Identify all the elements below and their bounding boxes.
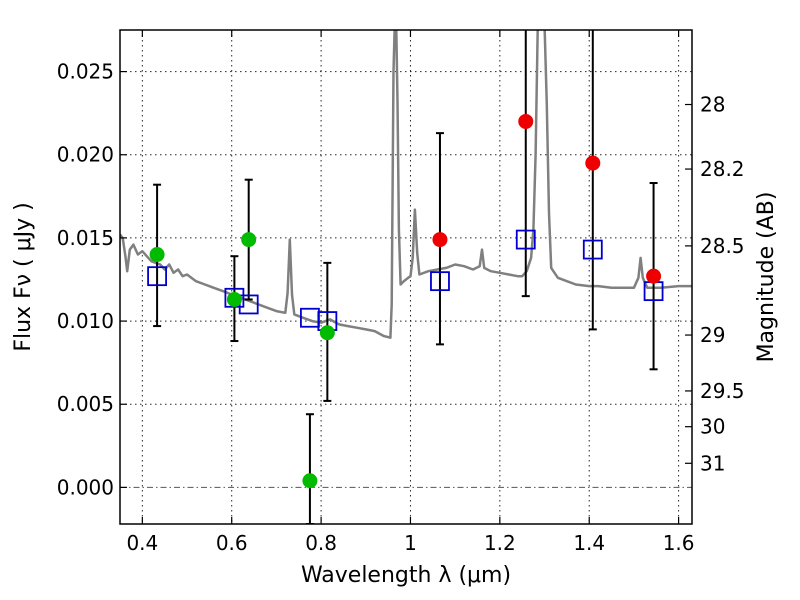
x-axis-title: Wavelength λ (μm) xyxy=(301,563,511,588)
y-tick-label: 0.015 xyxy=(57,226,114,250)
y-axis-title: Flux Fν ( μJy ) xyxy=(11,202,36,351)
magnitude-tick-label: 31 xyxy=(700,451,725,475)
y-tick-label: 0.020 xyxy=(57,143,114,167)
observed-nir-point xyxy=(646,268,662,284)
x-tick-label: 0.6 xyxy=(216,531,248,555)
model-photometry-boxes xyxy=(147,229,664,331)
observed-nir-point xyxy=(432,232,448,248)
model-photometry-box xyxy=(582,239,603,260)
observed-optical-point xyxy=(149,247,165,263)
axis-ticks xyxy=(120,30,692,524)
magnitude-tick-label: 28 xyxy=(700,93,725,117)
x-tick-label: 1.2 xyxy=(484,531,516,555)
y-tick-label: 0.010 xyxy=(57,309,114,333)
magnitude-tick-label: 30 xyxy=(700,415,725,439)
observed-optical-point xyxy=(302,473,318,489)
magnitude-tick-label: 28.2 xyxy=(700,157,745,181)
y-tick-label: 0.025 xyxy=(57,60,114,84)
x-tick-label: 0.4 xyxy=(126,531,158,555)
x-tick-label: 1.6 xyxy=(663,531,695,555)
x-tick-labels: 0.4 0.6 0.8 1 1.2 1.4 1.6 xyxy=(126,531,694,555)
model-photometry-box xyxy=(430,271,450,292)
error-bars xyxy=(153,30,658,524)
y-tick-label: 0.000 xyxy=(57,475,114,499)
observed-optical-point xyxy=(319,325,335,341)
right-axis-title: Magnitude (AB) xyxy=(754,192,779,363)
observed-nir-point xyxy=(518,113,534,129)
x-tick-label: 0.8 xyxy=(305,531,337,555)
magnitude-tick-labels: 28 28.2 28.5 29 29.5 30 31 xyxy=(700,93,745,476)
plot-frame xyxy=(119,29,693,525)
observed-optical-point xyxy=(241,232,257,248)
sed-model-curve xyxy=(120,30,692,339)
observed-nir-point xyxy=(585,155,601,171)
y-tick-label: 0.005 xyxy=(57,392,114,416)
x-tick-label: 1 xyxy=(404,531,417,555)
grid-lines xyxy=(120,30,692,524)
model-photometry-box xyxy=(147,266,167,287)
model-photometry-box xyxy=(515,229,536,250)
observed-photometry-points xyxy=(149,113,662,489)
y-tick-labels: 0.000 0.005 0.010 0.015 0.020 0.025 xyxy=(57,60,114,500)
magnitude-tick-label: 29.5 xyxy=(700,379,745,403)
x-tick-label: 1.4 xyxy=(573,531,605,555)
observed-optical-point xyxy=(226,291,242,307)
magnitude-tick-label: 28.5 xyxy=(700,234,745,258)
magnitude-tick-label: 29 xyxy=(700,323,725,347)
